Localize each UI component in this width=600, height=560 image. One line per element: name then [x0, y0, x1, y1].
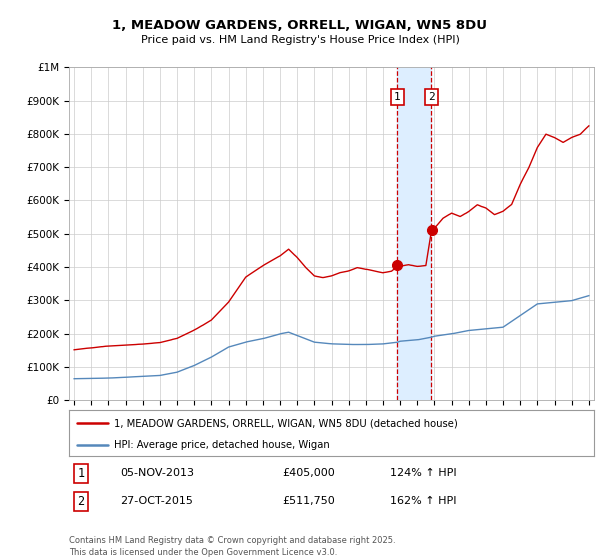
- Text: 1, MEADOW GARDENS, ORRELL, WIGAN, WN5 8DU (detached house): 1, MEADOW GARDENS, ORRELL, WIGAN, WN5 8D…: [113, 418, 457, 428]
- Text: 1: 1: [394, 92, 401, 102]
- Text: Contains HM Land Registry data © Crown copyright and database right 2025.
This d: Contains HM Land Registry data © Crown c…: [69, 536, 395, 557]
- Text: £511,750: £511,750: [282, 496, 335, 506]
- Text: 05-NOV-2013: 05-NOV-2013: [120, 468, 194, 478]
- Text: 2: 2: [428, 92, 435, 102]
- Text: £405,000: £405,000: [282, 468, 335, 478]
- Text: 2: 2: [77, 494, 85, 508]
- Text: HPI: Average price, detached house, Wigan: HPI: Average price, detached house, Wiga…: [113, 440, 329, 450]
- Bar: [397, 67, 431, 400]
- Text: 27-OCT-2015: 27-OCT-2015: [120, 496, 193, 506]
- Text: 162% ↑ HPI: 162% ↑ HPI: [390, 496, 457, 506]
- Text: 1, MEADOW GARDENS, ORRELL, WIGAN, WN5 8DU: 1, MEADOW GARDENS, ORRELL, WIGAN, WN5 8D…: [113, 18, 487, 32]
- Text: 1: 1: [77, 466, 85, 480]
- Text: Price paid vs. HM Land Registry's House Price Index (HPI): Price paid vs. HM Land Registry's House …: [140, 35, 460, 45]
- Text: 124% ↑ HPI: 124% ↑ HPI: [390, 468, 457, 478]
